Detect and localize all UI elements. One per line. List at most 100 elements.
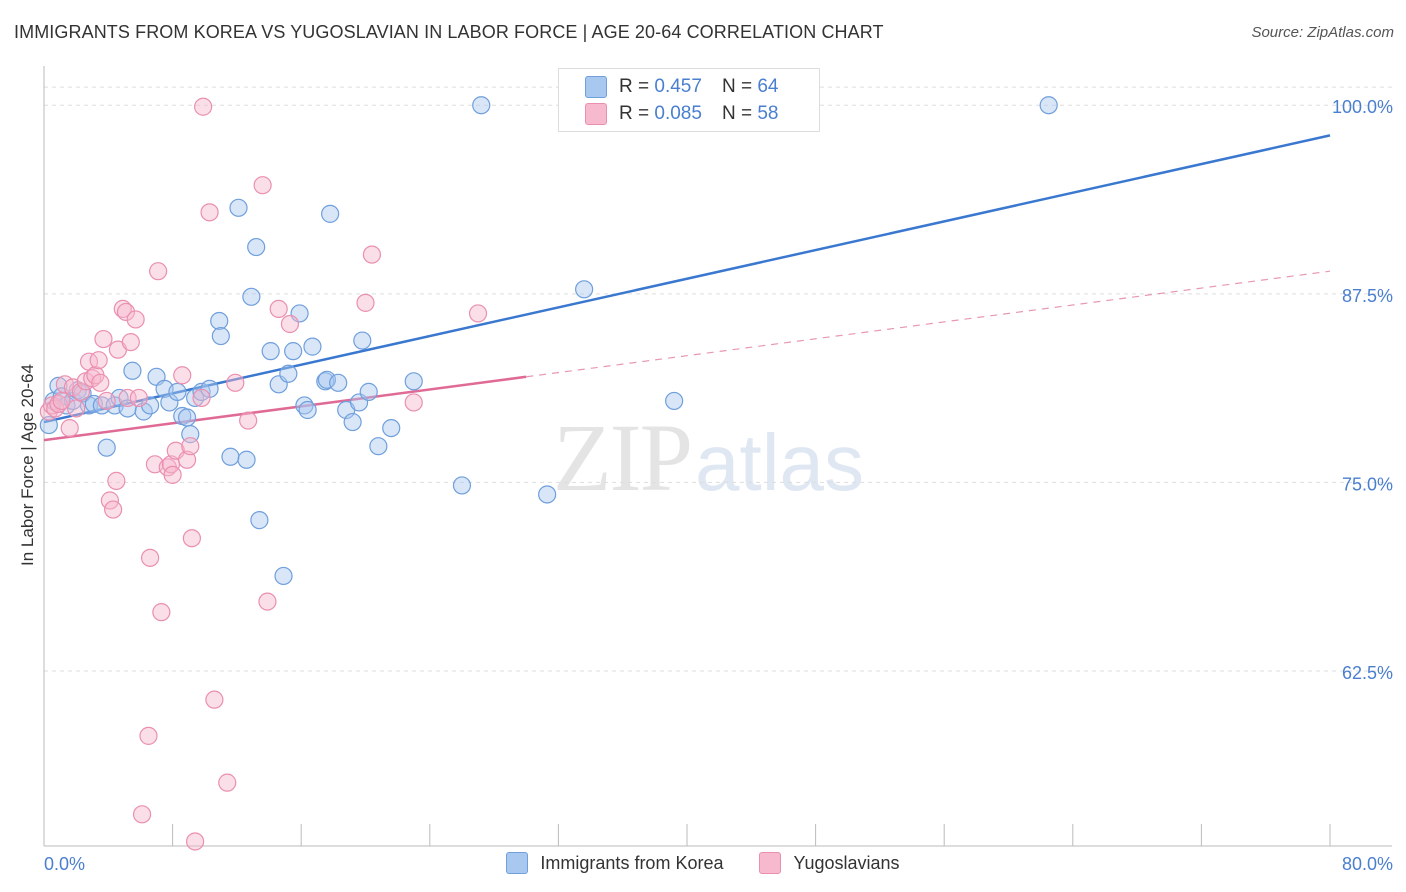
data-point-yugoslavians — [258, 592, 277, 611]
data-point-korea — [452, 476, 472, 495]
data-point-yugoslavians — [239, 411, 258, 430]
data-point-yugoslavians — [163, 465, 182, 484]
data-point-yugoslavians — [200, 203, 219, 222]
data-point-korea — [665, 391, 684, 411]
legend-row-yugoslavians: R = 0.085 N = 58 — [585, 101, 778, 127]
data-point-korea — [210, 311, 229, 331]
data-point-korea — [49, 376, 68, 395]
data-point-yugoslavians — [132, 805, 152, 824]
x-tick-label-max: 80.0% — [1342, 854, 1393, 874]
data-point-yugoslavians — [121, 332, 140, 352]
data-point-yugoslavians — [49, 394, 68, 414]
data-point-korea — [575, 280, 594, 299]
gridlines — [44, 86, 1392, 672]
data-point-korea — [123, 361, 142, 380]
data-point-korea — [97, 438, 116, 457]
legend-row-korea: R = 0.457 N = 64 — [585, 74, 778, 100]
data-point-korea — [229, 198, 248, 217]
data-point-yugoslavians — [126, 310, 145, 329]
data-point-yugoslavians — [67, 399, 86, 418]
data-point-yugoslavians — [192, 388, 211, 408]
data-point-yugoslavians — [181, 437, 200, 456]
data-point-yugoslavians — [91, 373, 110, 392]
watermark-atlas: atlas — [695, 418, 864, 507]
source-credit: Source: ZipAtlas.com — [1251, 24, 1394, 41]
data-point-korea — [250, 511, 269, 530]
data-point-korea — [177, 408, 197, 427]
legend-r-label: R = — [619, 76, 650, 97]
data-point-yugoslavians — [226, 373, 245, 392]
data-point-yugoslavians — [107, 471, 126, 490]
data-point-korea — [303, 337, 322, 356]
data-point-korea — [1039, 96, 1058, 115]
data-point-yugoslavians — [97, 391, 116, 411]
data-point-yugoslavians — [42, 396, 62, 415]
legend-n-value: 64 — [757, 76, 779, 97]
data-point-yugoslavians — [152, 603, 171, 622]
data-point-korea — [39, 415, 58, 435]
data-point-korea — [211, 326, 230, 346]
tick-labels: 100.0% 87.5% 75.0% 62.5% 0.0% 80.0% — [44, 97, 1393, 874]
legend-n-value: 58 — [757, 103, 779, 124]
data-point-korea — [298, 400, 317, 420]
legend-r-label: R = — [619, 103, 650, 124]
data-point-yugoslavians — [186, 832, 205, 851]
correlation-legend: R = 0.457 N = 64 R = 0.085 N = 58 — [558, 68, 820, 132]
series-swatch-yugoslavians — [759, 852, 782, 874]
y-tick-label: 62.5% — [1342, 663, 1393, 683]
data-point-korea — [353, 331, 372, 350]
data-point-yugoslavians — [194, 97, 213, 116]
data-point-korea — [317, 370, 337, 389]
data-point-korea — [404, 372, 423, 391]
data-points — [39, 96, 1058, 851]
y-tick-label: 87.5% — [1342, 286, 1393, 306]
data-point-korea — [274, 566, 293, 586]
legend-swatch-yugoslavians — [585, 103, 607, 125]
legend-n-label: N = — [721, 76, 753, 97]
data-point-yugoslavians — [280, 314, 300, 334]
series-legend: Immigrants from Korea Yugoslavians — [0, 852, 1406, 874]
data-point-korea — [382, 418, 401, 438]
watermark-zip: ZIP — [553, 404, 693, 511]
data-point-yugoslavians — [177, 450, 197, 469]
y-tick-label: 75.0% — [1342, 474, 1393, 494]
data-point-korea — [472, 96, 491, 115]
data-point-yugoslavians — [89, 351, 108, 370]
trend-line-korea — [43, 134, 1331, 424]
data-point-korea — [242, 287, 261, 306]
data-point-korea — [369, 437, 388, 456]
data-point-yugoslavians — [60, 418, 79, 438]
data-point-yugoslavians — [269, 299, 288, 319]
data-point-korea — [329, 373, 348, 392]
data-point-korea — [221, 447, 240, 466]
data-point-korea — [261, 342, 280, 361]
data-point-yugoslavians — [94, 329, 113, 349]
data-point-yugoslavians — [113, 299, 132, 319]
series-legend-item-korea[interactable]: Immigrants from Korea — [506, 852, 723, 874]
legend-r-value: 0.085 — [654, 103, 702, 124]
data-point-yugoslavians — [116, 302, 136, 322]
data-point-yugoslavians — [218, 773, 237, 792]
legend-n-label: N = — [721, 103, 753, 124]
series-label-korea: Immigrants from Korea — [540, 852, 724, 873]
watermark: ZIPatlas — [553, 402, 864, 513]
data-point-yugoslavians — [182, 529, 201, 548]
data-point-korea — [168, 382, 187, 401]
data-point-yugoslavians — [468, 304, 488, 323]
data-point-korea — [284, 342, 303, 361]
data-point-yugoslavians — [205, 690, 224, 709]
data-point-korea — [321, 204, 340, 223]
data-point-yugoslavians — [104, 500, 123, 519]
series-legend-item-yugoslavians[interactable]: Yugoslavians — [759, 852, 900, 874]
trend-line-yugoslavians — [43, 375, 527, 442]
data-point-yugoslavians — [253, 176, 272, 195]
trend-line-yugoslavians-extension — [526, 270, 1331, 378]
legend-r-value: 0.457 — [654, 76, 702, 97]
data-point-yugoslavians — [173, 366, 192, 385]
series-label-yugoslavians: Yugoslavians — [793, 852, 900, 873]
x-tick-label-min: 0.0% — [44, 854, 85, 874]
data-point-yugoslavians — [404, 393, 423, 412]
y-tick-label: 100.0% — [1332, 97, 1393, 117]
data-point-korea — [237, 450, 256, 469]
